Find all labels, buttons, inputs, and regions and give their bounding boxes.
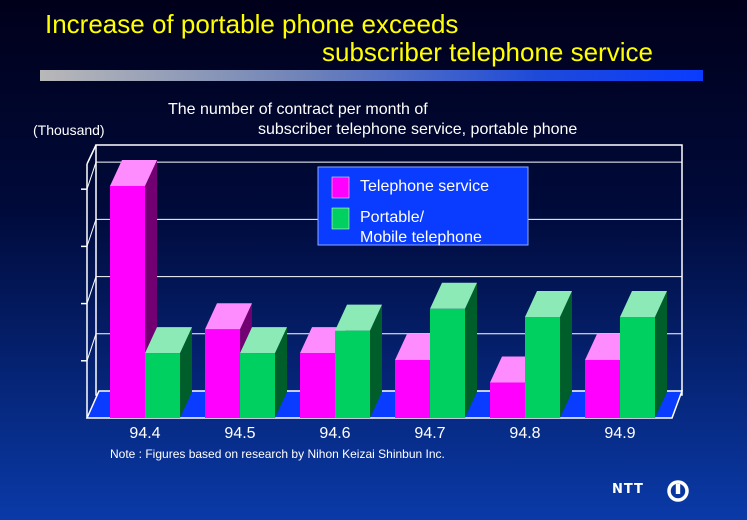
bar <box>240 353 275 418</box>
x-tick-label: 94.7 <box>414 425 445 442</box>
slide-title-line1: Increase of portable phone exceeds <box>45 9 459 39</box>
bar <box>145 353 180 418</box>
legend-swatch <box>331 207 350 230</box>
legend-swatch <box>331 176 350 199</box>
bar <box>585 359 620 418</box>
bar-top <box>145 327 192 354</box>
gridline-side <box>86 162 97 190</box>
bar <box>490 382 525 418</box>
bar-side <box>180 327 192 418</box>
bar <box>395 359 430 418</box>
x-tick-label: 94.4 <box>129 425 160 442</box>
legend-box <box>317 166 529 246</box>
gridline-side <box>86 276 97 304</box>
source-note: Note : Figures based on research by Niho… <box>110 447 445 461</box>
ntt-logo-text: NTT <box>612 482 644 497</box>
slide-title-line2: subscriber telephone service <box>322 37 653 67</box>
ntt-logo-icon <box>667 480 689 502</box>
bar <box>335 330 370 418</box>
legend-label: Telephone service <box>360 178 489 195</box>
bar-top <box>110 159 157 186</box>
bar <box>525 316 560 418</box>
bar <box>620 316 655 418</box>
bar-side <box>465 282 477 418</box>
x-tick-label: 94.5 <box>224 425 255 442</box>
bar-side <box>370 304 382 418</box>
x-tick-label: 94.6 <box>319 425 350 442</box>
bar <box>205 329 240 418</box>
bar-top <box>240 327 287 354</box>
x-tick-label: 94.9 <box>604 425 635 442</box>
gridline-side <box>86 333 97 361</box>
legend-label: Portable/ <box>360 209 425 226</box>
bar-top <box>205 303 252 330</box>
legend-label: Mobile telephone <box>360 229 482 246</box>
bar <box>430 308 465 418</box>
y-axis-unit-label: (Thousand) <box>33 122 105 138</box>
bar-side <box>560 290 572 418</box>
y-axis-top-edge <box>86 144 97 165</box>
bar-top <box>525 290 572 317</box>
bar <box>110 185 145 418</box>
slide-title: Increase of portable phone exceeds subsc… <box>45 10 705 66</box>
bar-side <box>275 327 287 418</box>
bar-top <box>620 290 667 317</box>
gridline-side <box>86 219 97 247</box>
chart-title-line2: subscriber telephone service, portable p… <box>258 121 578 138</box>
bar <box>300 353 335 418</box>
chart-title: The number of contract per month of subs… <box>168 100 577 140</box>
bar-top <box>430 282 477 309</box>
title-divider <box>40 70 703 81</box>
bar-top <box>335 304 382 331</box>
x-tick-label: 94.8 <box>509 425 540 442</box>
bar-side <box>655 290 667 418</box>
chart-title-line1: The number of contract per month of <box>168 101 428 118</box>
